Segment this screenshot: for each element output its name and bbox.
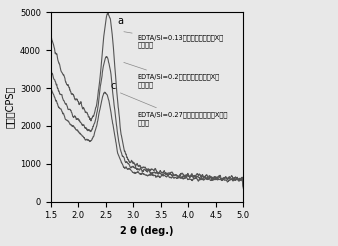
Text: a: a: [118, 16, 124, 26]
Y-axis label: 强度（CPS）: 强度（CPS）: [4, 86, 14, 128]
X-axis label: 2 θ (deg.): 2 θ (deg.): [120, 226, 174, 236]
Text: EDTA/Si=0.2硬基介孔分子筛的X射
线衍射图: EDTA/Si=0.2硬基介孔分子筛的X射 线衍射图: [124, 62, 220, 88]
Text: EDTA/Si=0.13硬基介孔分子筛的X射
线衍射图: EDTA/Si=0.13硬基介孔分子筛的X射 线衍射图: [124, 32, 224, 48]
Text: c: c: [110, 81, 116, 91]
Text: EDTA/Si=0.27硬基介孔分子筛的X射线
衍射图: EDTA/Si=0.27硬基介孔分子筛的X射线 衍射图: [120, 93, 228, 126]
